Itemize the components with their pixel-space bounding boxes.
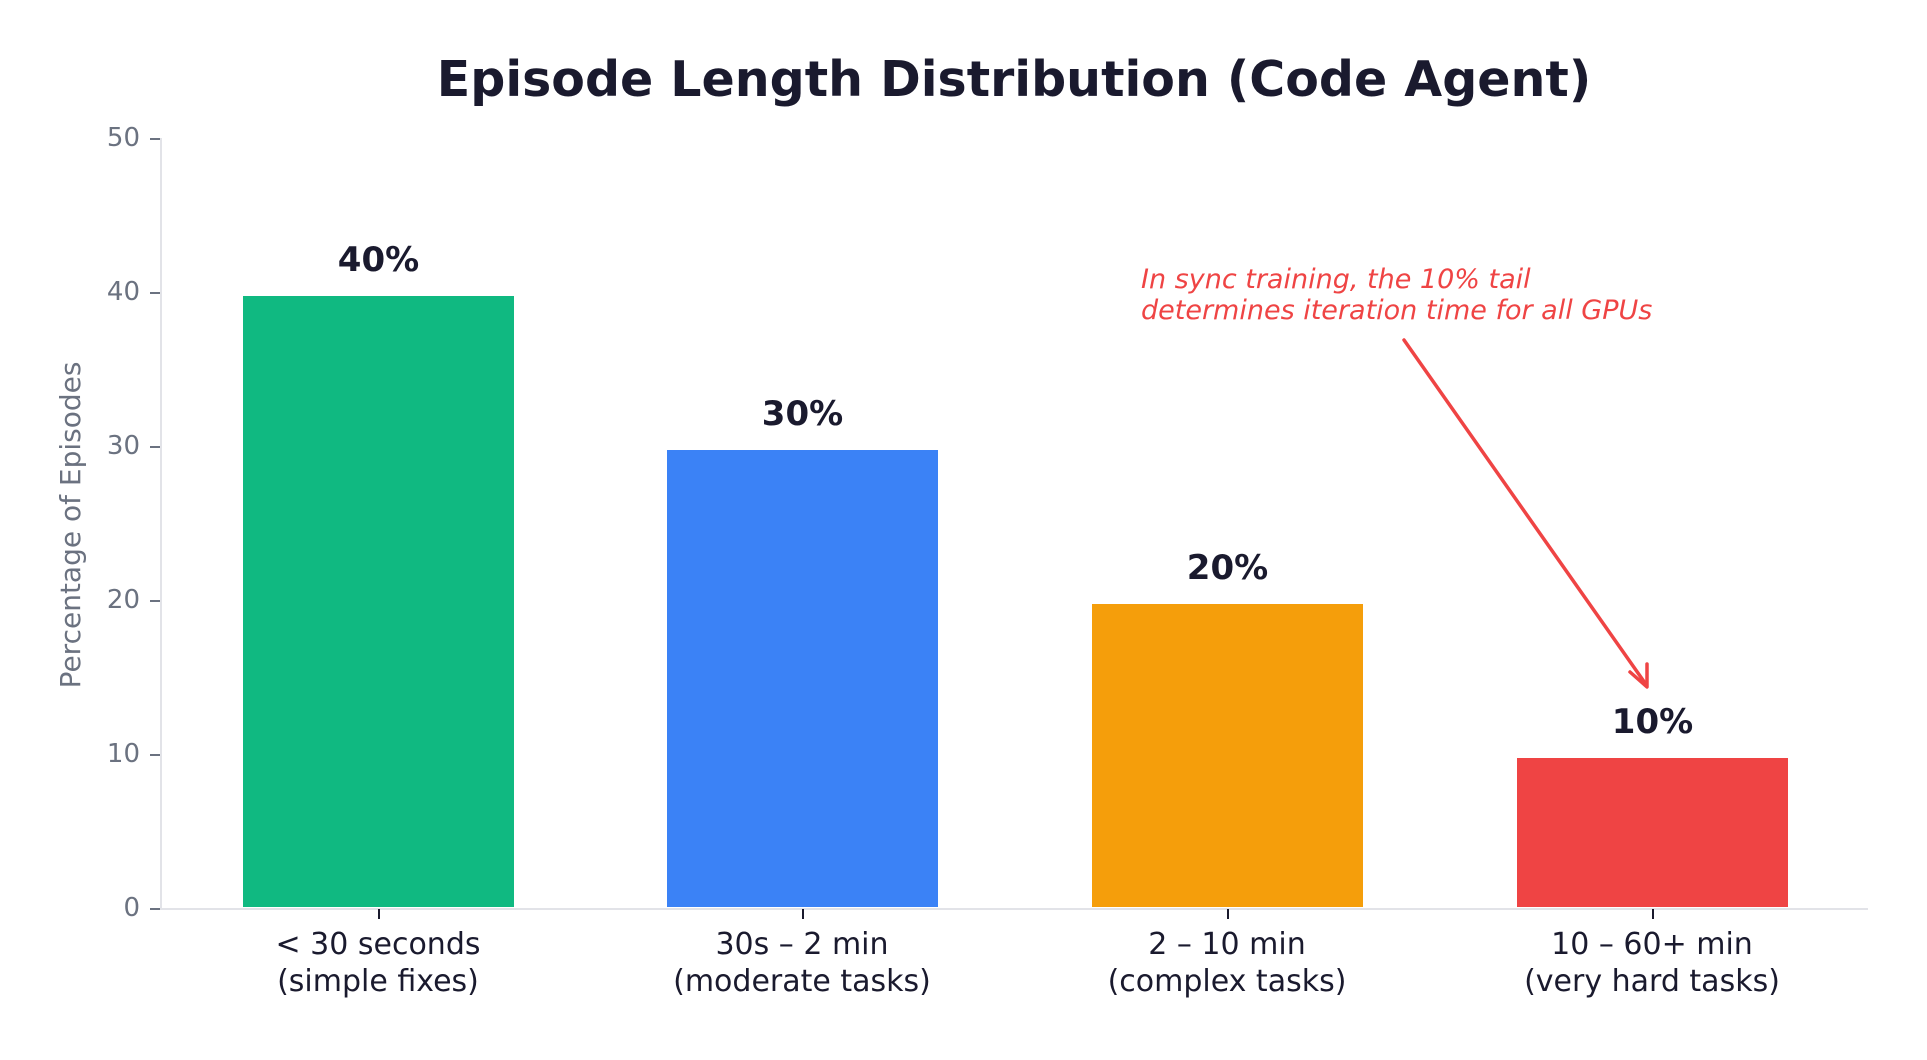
x-label-line2: (simple fixes) bbox=[277, 964, 479, 999]
x-tick-mark bbox=[802, 909, 804, 919]
y-tick-label: 0 bbox=[123, 893, 140, 923]
bar-value-label: 20% bbox=[1186, 548, 1269, 588]
y-tick-label: 50 bbox=[106, 123, 140, 153]
y-tick-mark bbox=[150, 138, 160, 140]
x-tick-label: 2 – 10 min (complex tasks) bbox=[1047, 926, 1407, 1000]
x-label-line1: < 30 seconds bbox=[275, 927, 481, 962]
bar-10-60min bbox=[1517, 758, 1788, 907]
x-tick-mark bbox=[378, 909, 380, 919]
y-tick-label: 20 bbox=[106, 585, 140, 615]
bar-value-label: 10% bbox=[1611, 702, 1694, 742]
bar-value-label: 30% bbox=[761, 394, 844, 434]
y-tick-label: 30 bbox=[106, 431, 140, 461]
annotation-line1: In sync training, the 10% tail bbox=[1141, 264, 1531, 295]
y-tick-label: 10 bbox=[106, 739, 140, 769]
y-tick-label: 40 bbox=[106, 277, 140, 307]
x-tick-label: 10 – 60+ min (very hard tasks) bbox=[1472, 926, 1832, 1000]
bar-30s-2min bbox=[667, 450, 938, 907]
x-label-line1: 10 – 60+ min bbox=[1551, 927, 1753, 962]
bar-2-10min bbox=[1092, 604, 1363, 907]
annotation-text: In sync training, the 10% tail determine… bbox=[1141, 264, 1652, 326]
x-label-line2: (complex tasks) bbox=[1107, 964, 1347, 999]
x-label-line2: (very hard tasks) bbox=[1524, 964, 1780, 999]
bar-value-label: 40% bbox=[337, 240, 420, 280]
y-tick-mark bbox=[150, 600, 160, 602]
x-tick-label: 30s – 2 min (moderate tasks) bbox=[622, 926, 982, 1000]
x-axis-line bbox=[160, 907, 1868, 910]
x-label-line1: 2 – 10 min bbox=[1148, 927, 1306, 962]
x-label-line1: 30s – 2 min bbox=[715, 927, 889, 962]
x-tick-mark bbox=[1652, 909, 1654, 919]
x-tick-mark bbox=[1227, 909, 1229, 919]
x-label-line2: (moderate tasks) bbox=[673, 964, 931, 999]
annotation-line2: determines iteration time for all GPUs bbox=[1141, 295, 1653, 326]
y-tick-mark bbox=[150, 754, 160, 756]
y-tick-mark bbox=[150, 292, 160, 294]
x-tick-label: < 30 seconds (simple fixes) bbox=[198, 926, 558, 1000]
y-axis-line bbox=[160, 138, 162, 909]
y-tick-mark bbox=[150, 908, 160, 910]
bar-under-30-seconds bbox=[243, 296, 514, 907]
chart-title: Episode Length Distribution (Code Agent) bbox=[436, 51, 1592, 108]
y-tick-mark bbox=[150, 446, 160, 448]
